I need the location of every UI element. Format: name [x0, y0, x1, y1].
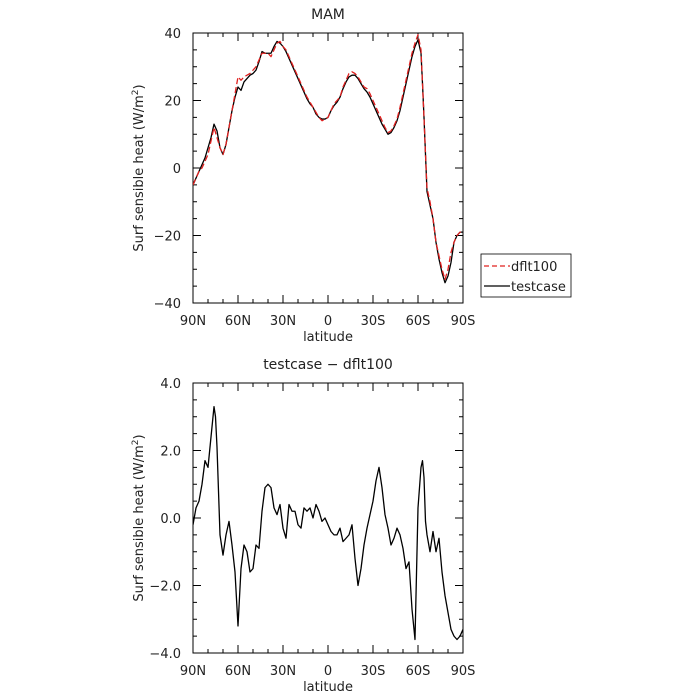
x-tick-label: 60S: [406, 314, 431, 329]
x-tick-label: 60S: [406, 664, 431, 679]
chart-title: MAM: [311, 7, 345, 23]
x-tick-label: 0: [324, 314, 332, 329]
series-line-difference: [193, 405, 463, 641]
legend-label-testcase: testcase: [511, 280, 566, 295]
series-line-dflt100: [193, 34, 463, 281]
x-tick-label: 90N: [180, 314, 206, 329]
legend: dflt100 testcase: [480, 253, 572, 298]
y-tick-label: −2.0: [149, 580, 181, 595]
plot-frame: [192, 382, 464, 654]
x-tick-label: 90S: [451, 664, 476, 679]
y-axis-label-sup: 2: [131, 90, 141, 96]
y-axis-label: Surf sensible heat (W/m2): [131, 84, 147, 251]
y-tick-label: −40: [154, 297, 181, 312]
y-tick-label: 20: [164, 95, 181, 110]
y-axis-label-main: Surf sensible heat (W/m: [132, 95, 147, 251]
y-tick-label: 2.0: [160, 445, 181, 460]
x-tick-label: 30N: [270, 664, 296, 679]
y-tick-label: −4.0: [149, 647, 181, 662]
legend-label-dflt100: dflt100: [511, 260, 557, 275]
y-tick-label: 0.0: [160, 512, 181, 527]
chart-title: testcase − dflt100: [263, 357, 393, 373]
x-axis-label: latitude: [303, 680, 353, 695]
y-tick-label: 4.0: [160, 377, 181, 392]
y-axis-label: Surf sensible heat (W/m2): [131, 434, 147, 601]
x-tick-label: 60N: [225, 664, 251, 679]
x-tick-label: 90N: [180, 664, 206, 679]
x-axis-label: latitude: [303, 330, 353, 345]
y-tick-label: 40: [164, 27, 181, 42]
x-tick-label: 90S: [451, 314, 476, 329]
legend-box: [480, 253, 572, 298]
x-tick-label: 30S: [361, 314, 386, 329]
y-axis-label-end: ): [132, 434, 147, 439]
x-tick-label: 30N: [270, 314, 296, 329]
y-axis-label-sup: 2: [131, 440, 141, 446]
x-tick-label: 30S: [361, 664, 386, 679]
y-axis-label-main: Surf sensible heat (W/m: [132, 445, 147, 601]
x-tick-label: 60N: [225, 314, 251, 329]
x-tick-label: 0: [324, 664, 332, 679]
chart-panel-2: testcase − dflt100 90N 60N 30N 0 30S 60S 90S −4.…: [131, 357, 475, 695]
y-tick-label: 0: [173, 162, 181, 177]
chart-panel-1: MAM 90N 60N 30N 0 30S 60S 90S −40 −20 0 20 40 latitud…: [131, 7, 572, 345]
y-tick-label: −20: [154, 230, 181, 245]
y-axis-label-end: ): [132, 84, 147, 89]
